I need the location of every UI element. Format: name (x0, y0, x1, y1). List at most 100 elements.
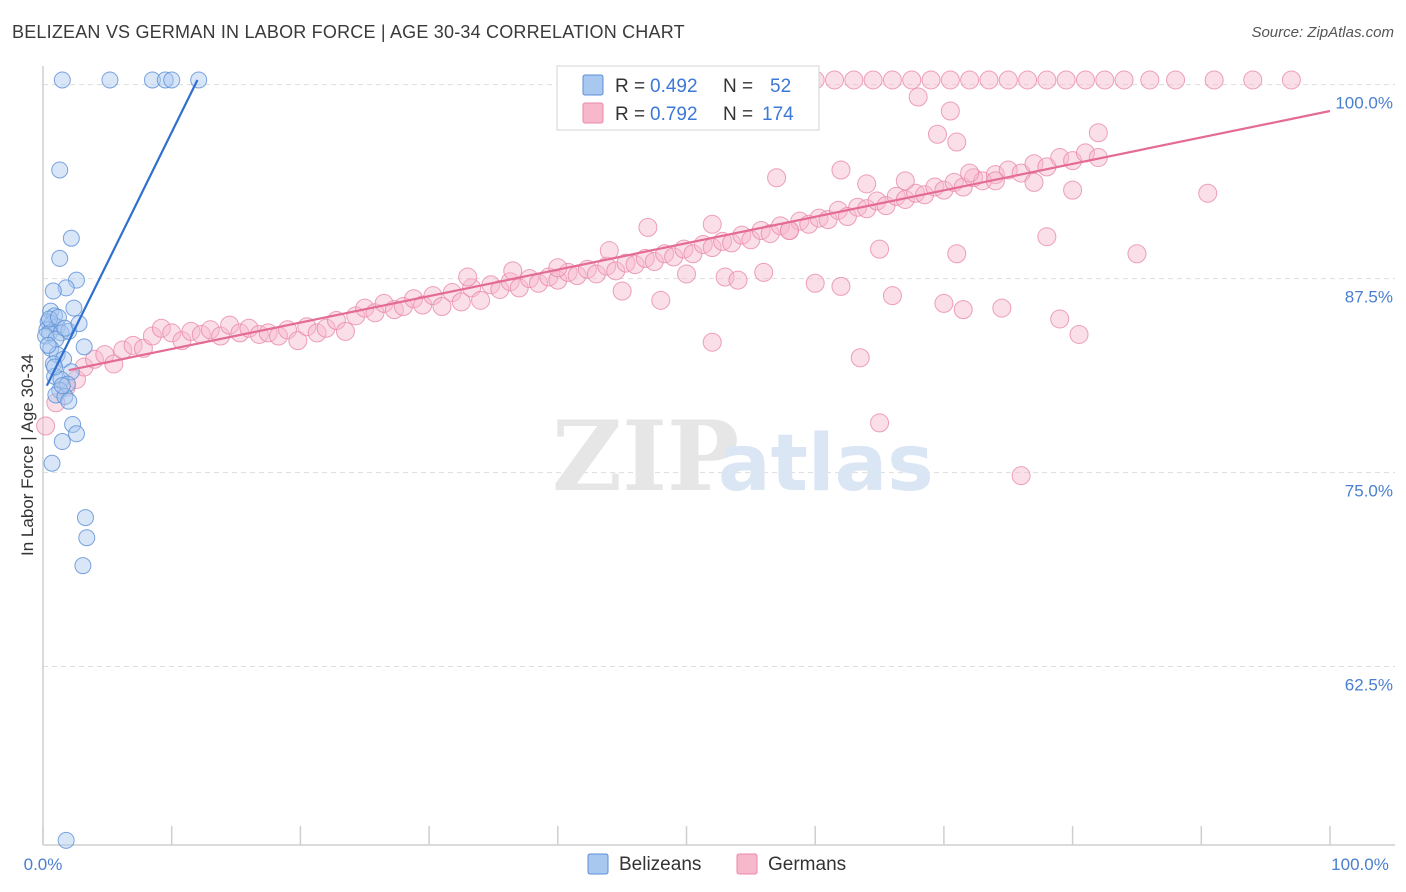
german-point (998, 160, 1018, 180)
belizean-point (78, 529, 96, 547)
german-point (908, 87, 928, 107)
german-point (1018, 70, 1038, 90)
y-tick-labels: 62.5% 75.0% 87.5% 100.0% (1335, 94, 1393, 695)
german-point (162, 323, 182, 343)
belizean-point (74, 557, 92, 575)
belizean-point (46, 358, 64, 376)
watermark-atlas: atlas (718, 419, 934, 509)
german-point (960, 70, 980, 90)
german-point (307, 323, 327, 343)
german-point (882, 70, 902, 90)
german-point (857, 174, 877, 194)
german-point (1204, 70, 1224, 90)
german-point (825, 70, 845, 90)
german-point (1063, 180, 1083, 200)
legend-n-value-belizeans: 52 (770, 76, 791, 97)
belizean-point (65, 299, 83, 317)
german-point (831, 160, 851, 180)
belizean-point (57, 279, 75, 297)
series-legend: Belizeans Germans (587, 853, 846, 875)
german-point (1088, 123, 1108, 143)
legend-r-value-germans: 0.792 (650, 104, 698, 125)
belizean-point (49, 308, 67, 326)
german-point (728, 270, 748, 290)
german-point (1114, 70, 1134, 90)
german-point (1281, 70, 1301, 90)
german-point (1056, 70, 1076, 90)
german-point (181, 321, 201, 341)
belizean-point (76, 509, 94, 527)
german-point (850, 348, 870, 368)
german-point (902, 70, 922, 90)
german-point (953, 300, 973, 320)
x-tick-label-max: 100.0% (1331, 855, 1389, 874)
german-point (1069, 324, 1089, 344)
belizean-point (60, 392, 78, 410)
german-point (677, 264, 696, 284)
german-point (844, 70, 864, 90)
belizeans-bottom-swatch (587, 853, 609, 875)
german-point (895, 171, 915, 191)
german-point (471, 290, 491, 310)
stats-legend: R = 0.492 N = 52 R = 0.792 N = 174 (556, 65, 820, 131)
german-point (702, 332, 722, 352)
legend-r-label-belizeans: R = (615, 76, 645, 97)
german-point (960, 163, 980, 183)
german-point (979, 70, 999, 90)
german-point (870, 413, 890, 433)
german-point (288, 331, 308, 351)
german-point (123, 335, 143, 355)
german-point (715, 267, 735, 287)
german-point (586, 264, 606, 284)
german-point (638, 217, 658, 237)
germans-points (36, 70, 1301, 486)
x-tick-marks (42, 826, 1331, 845)
belizean-point (53, 433, 71, 451)
german-point (921, 70, 941, 90)
belizeans-points (37, 71, 208, 849)
y-tick-label: 75.0% (1345, 482, 1393, 501)
belizean-point (53, 71, 71, 89)
german-point (882, 286, 902, 306)
german-point (940, 101, 960, 121)
legend-n-value-germans: 174 (762, 104, 794, 125)
german-point (651, 290, 671, 310)
belizean-point (143, 71, 161, 89)
y-tick-label: 100.0% (1335, 94, 1393, 113)
german-point (1095, 70, 1115, 90)
belizean-point (57, 831, 75, 849)
german-point (1024, 172, 1044, 192)
german-point (863, 70, 883, 90)
german-point (1127, 244, 1147, 264)
german-point (606, 261, 626, 281)
german-point (200, 320, 220, 340)
german-point (432, 297, 452, 317)
german-point (1037, 70, 1057, 90)
german-point (612, 281, 632, 301)
german-point (767, 168, 787, 188)
belizean-point (190, 71, 208, 89)
y-tick-label: 62.5% (1345, 676, 1393, 695)
german-point (451, 292, 471, 312)
belizean-point (44, 282, 62, 300)
germans-legend-label: Germans (768, 854, 846, 875)
belizean-point (75, 338, 93, 356)
legend-n-label-belizeans: N = (723, 76, 753, 97)
legend-r-value-belizeans: 0.492 (650, 76, 698, 97)
german-point (316, 318, 336, 338)
germans-legend-swatch (582, 102, 604, 124)
german-point (1243, 70, 1263, 90)
belizean-point (163, 71, 181, 89)
german-point (934, 293, 954, 313)
german-point (947, 132, 967, 152)
german-point (151, 318, 171, 338)
german-point (998, 70, 1018, 90)
belizeans-legend-swatch (582, 74, 604, 96)
y-tick-label: 87.5% (1345, 288, 1393, 307)
watermark-zip: ZIP (552, 400, 739, 513)
belizean-point (56, 319, 74, 337)
german-point (702, 214, 722, 234)
legend-r-label-germans: R = (615, 104, 645, 125)
belizean-point (156, 71, 174, 89)
